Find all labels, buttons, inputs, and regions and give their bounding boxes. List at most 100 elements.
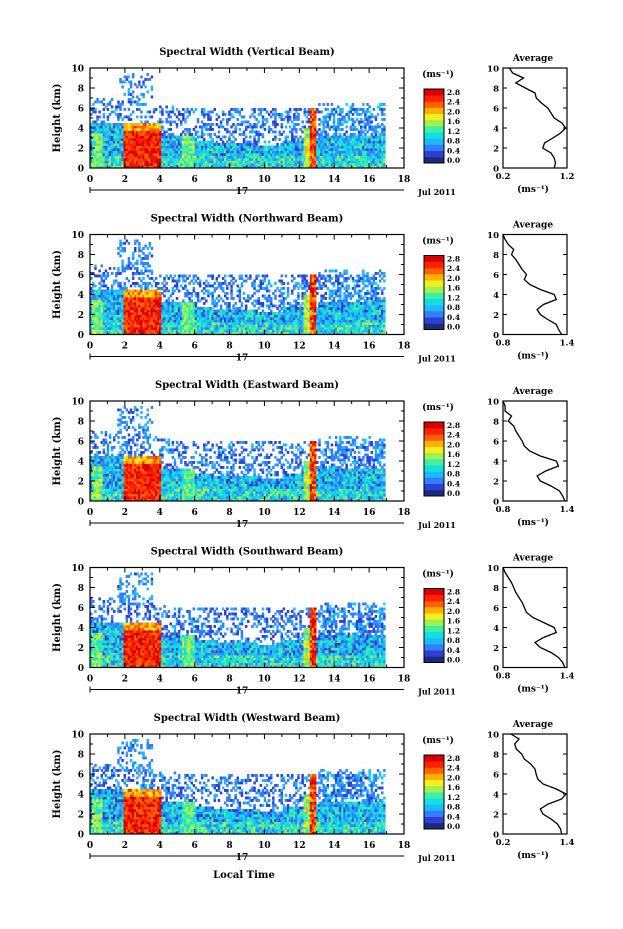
y-axis-label: Height (km) (52, 84, 63, 153)
colorbar-swatch (424, 798, 444, 805)
x-tick-label: 2 (122, 342, 128, 352)
colorbar-tick-label: 2.4 (447, 264, 460, 273)
colorbar-swatch (424, 607, 444, 614)
colorbar-tick-label: 2.0 (447, 773, 460, 782)
colorbar-swatch (424, 767, 444, 774)
colorbar-tick-label: 0.8 (447, 636, 460, 645)
colorbar-swatch (424, 465, 444, 472)
avg-frame (502, 733, 568, 835)
avg-y-tick-label: 8 (493, 584, 499, 594)
y-tick-label: 4 (78, 125, 84, 135)
y-tick-label: 4 (78, 458, 84, 468)
colorbar-swatch (424, 588, 444, 595)
colorbar-swatch (424, 637, 444, 645)
colorbar-swatch (424, 304, 444, 312)
x-tick-label: 0 (87, 175, 93, 185)
avg-y-tick-label: 2 (493, 478, 499, 488)
colorbar-swatch (424, 132, 444, 139)
x-tick-label: 12 (293, 175, 306, 185)
avg-unit: (ms⁻¹) (517, 517, 549, 528)
colorbar-swatch (424, 810, 444, 817)
colorbar-tick-label: 2.0 (447, 274, 460, 283)
y-tick-label: 10 (71, 65, 84, 75)
panel-2: Spectral Width (Eastward Beam) 0 2 4 6 8 10 12 1… (52, 380, 574, 530)
avg-y-tick-label: 0 (493, 331, 499, 341)
date-label: Jul 2011 (417, 354, 456, 364)
y-tick-label: 6 (78, 604, 84, 614)
day-label: 17 (236, 520, 249, 530)
y-tick-label: 2 (78, 145, 84, 155)
avg-y-tick-label: 8 (493, 751, 499, 761)
avg-y-tick-label: 6 (493, 604, 499, 614)
avg-x-tick-label: 0.2 (496, 172, 511, 182)
x-tick-label: 0 (87, 675, 93, 685)
x-tick-label: 2 (122, 175, 128, 185)
colorbar-swatch (424, 126, 444, 133)
avg-unit: (ms⁻¹) (517, 684, 549, 695)
colorbar-swatch (424, 804, 444, 811)
avg-profile-line (502, 234, 563, 335)
y-tick-label: 4 (78, 624, 84, 634)
x-tick-label: 18 (398, 675, 411, 685)
colorbar-swatch (424, 644, 444, 651)
avg-y-tick-label: 4 (493, 458, 499, 468)
avg-title: Average (512, 720, 553, 730)
x-tick-label: 4 (157, 342, 163, 352)
avg-y-tick-label: 0 (493, 831, 499, 841)
x-tick-label: 0 (87, 508, 93, 518)
avg-y-tick-label: 6 (493, 105, 499, 115)
x-tick-label: 10 (258, 175, 271, 185)
avg-y-tick-label: 8 (493, 251, 499, 261)
panel-title: Spectral Width (Eastward Beam) (155, 380, 339, 391)
heatmap-cells (90, 239, 386, 335)
y-axis-label: Height (km) (52, 750, 63, 819)
colorbar-tick-label: 1.2 (447, 460, 460, 469)
y-tick-label: 2 (78, 478, 84, 488)
colorbar-swatch (424, 619, 444, 626)
colorbar-tick-label: 1.2 (447, 793, 460, 802)
colorbar-tick-label: 0.0 (447, 323, 460, 332)
y-tick-label: 0 (78, 664, 84, 674)
heatmap-cells (90, 406, 386, 502)
colorbar-swatch (424, 138, 444, 145)
day-label: 17 (236, 187, 249, 197)
colorbar-swatch (424, 822, 444, 830)
avg-y-tick-label: 6 (493, 271, 499, 281)
colorbar-swatch (424, 755, 444, 762)
colorbar-swatch (424, 613, 444, 620)
colorbar-tick-label: 1.2 (447, 127, 460, 136)
colorbar-unit: (ms⁻¹) (422, 735, 454, 746)
avg-title: Average (512, 221, 553, 231)
colorbar-swatch (424, 600, 444, 608)
y-axis-label: Height (km) (52, 417, 63, 486)
avg-title: Average (512, 54, 553, 64)
colorbar-tick-label: 2.4 (447, 764, 460, 773)
avg-y-tick-label: 8 (493, 85, 499, 95)
colorbar-swatch (424, 631, 444, 639)
y-tick-label: 2 (78, 811, 84, 821)
colorbar-tick-label: 0.4 (447, 146, 460, 155)
colorbar-swatch (424, 446, 444, 454)
avg-x-tick-label: 1.4 (560, 672, 575, 682)
avg-x-tick-label: 1.2 (560, 172, 575, 182)
colorbar-swatch (424, 779, 444, 787)
x-tick-label: 2 (122, 841, 128, 851)
avg-frame (502, 233, 568, 336)
colorbar-swatch (424, 773, 444, 780)
y-tick-label: 8 (78, 251, 84, 261)
panel-title: Spectral Width (Southward Beam) (151, 547, 344, 558)
y-tick-label: 6 (78, 771, 84, 781)
heatmap-cells (90, 73, 386, 169)
colorbar-frame (423, 754, 445, 830)
avg-x-tick-label: 0.8 (496, 339, 511, 349)
colorbar-tick-label: 1.6 (447, 783, 460, 792)
y-tick-label: 10 (71, 731, 84, 741)
colorbar-swatch (424, 656, 444, 663)
colorbar-tick-label: 0.4 (447, 479, 460, 488)
colorbar-swatch (424, 650, 444, 657)
avg-unit: (ms⁻¹) (517, 184, 549, 195)
panel-1: Spectral Width (Northward Beam) 0 2 4 6 8 10 12… (52, 214, 574, 364)
avg-frame (502, 400, 568, 502)
colorbar-unit: (ms⁻¹) (422, 236, 454, 247)
colorbar-swatch (424, 298, 444, 306)
